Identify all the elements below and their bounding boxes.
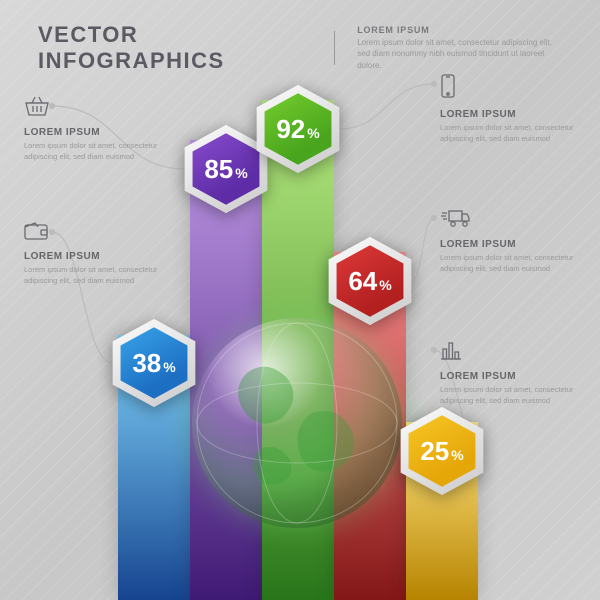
hex-badge-4: 25%: [395, 404, 489, 498]
connector-4: [0, 0, 600, 600]
infographic-chart: LOREM IPSUM Lorem ipsum dolor sit amet, …: [0, 0, 600, 600]
bars-icon: [440, 340, 590, 365]
hex-value: 25%: [420, 436, 463, 467]
callout-desc: Lorem ipsum dolor sit amet, consectetur …: [440, 385, 590, 406]
callout-label: LOREM IPSUM: [440, 371, 590, 382]
callout-4: LOREM IPSUM Lorem ipsum dolor sit amet, …: [440, 340, 590, 406]
